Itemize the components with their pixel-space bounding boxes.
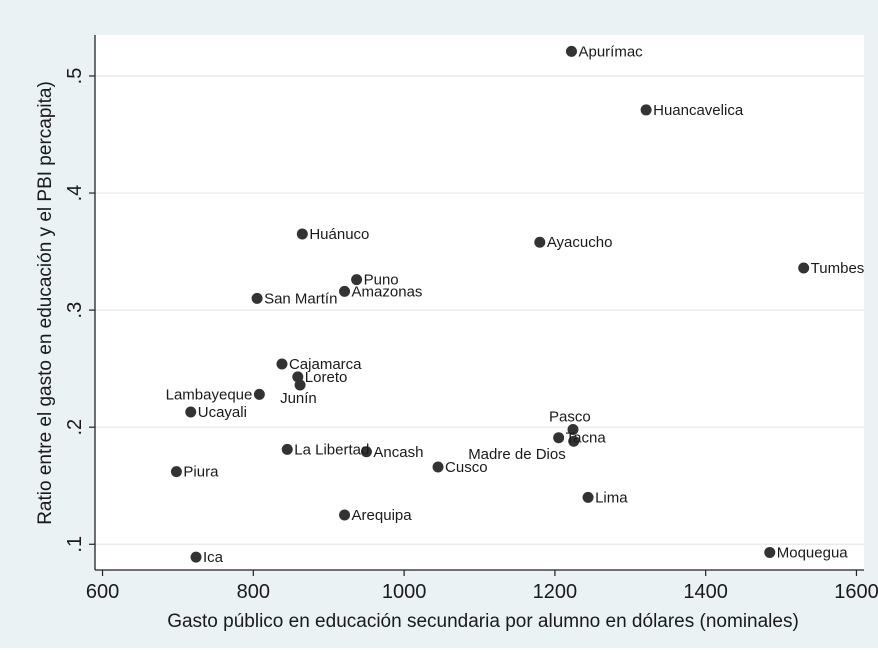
y-tick-label: .3 — [64, 302, 86, 319]
point-label: Ucayali — [198, 404, 247, 421]
point-label: Amazonas — [352, 283, 423, 300]
y-tick-label: .1 — [64, 536, 86, 553]
point-label: Tacna — [566, 430, 607, 447]
point-label: Ancash — [373, 444, 423, 461]
data-point — [351, 274, 363, 286]
point-label: Arequipa — [352, 507, 413, 524]
data-point — [190, 551, 202, 563]
data-point — [296, 228, 308, 240]
data-point — [764, 546, 776, 558]
x-tick-label: 1200 — [533, 581, 578, 603]
data-point — [339, 285, 351, 297]
data-points — [170, 45, 810, 563]
data-point — [798, 262, 810, 274]
x-tick-label: 1000 — [382, 581, 427, 603]
point-label: Tumbes — [811, 260, 865, 277]
data-point — [432, 461, 444, 473]
data-point — [339, 509, 351, 521]
point-label: San Martín — [264, 290, 337, 307]
point-label: Piura — [183, 464, 219, 481]
x-tick-label: 1400 — [683, 581, 728, 603]
x-axis-title: Gasto público en educación secundaria po… — [167, 611, 799, 632]
point-labels: Apurímac Huancavelica Huánuco Ayacucho Tumbe… — [166, 43, 865, 566]
point-label: Huánuco — [309, 226, 369, 243]
x-tick-label: 800 — [237, 581, 270, 603]
data-point — [360, 446, 372, 458]
point-label: Apurímac — [578, 43, 643, 60]
point-label: Loreto — [305, 369, 348, 386]
x-tick-label: 600 — [86, 581, 119, 603]
data-point — [253, 388, 265, 400]
data-point — [276, 358, 288, 370]
point-label: Moquegua — [777, 544, 849, 561]
point-label: Madre de Dios — [468, 446, 566, 463]
point-label: Puno — [364, 272, 399, 289]
gridlines — [95, 75, 864, 545]
data-point — [251, 292, 263, 304]
point-label: Pasco — [549, 409, 591, 426]
point-label: La Libertad — [294, 441, 369, 458]
data-point — [281, 443, 293, 455]
y-tick-label: .5 — [64, 68, 86, 85]
y-tick-label: .4 — [64, 185, 86, 202]
point-label: Ica — [203, 549, 224, 566]
data-point — [582, 491, 594, 503]
point-label: Cajamarca — [289, 356, 362, 373]
point-label: Huancavelica — [653, 102, 744, 119]
point-label: Cusco — [445, 459, 488, 476]
y-axis-title: Ratio entre el gasto en educación y el P… — [35, 81, 56, 525]
data-point — [534, 236, 546, 248]
point-label: Lima — [595, 489, 628, 506]
data-point — [640, 104, 652, 116]
data-point — [170, 466, 182, 478]
axes: .1 .2 .3 .4 .5 600 800 1000 1200 1400 1600 — [64, 35, 878, 603]
data-point — [294, 379, 306, 391]
point-label: Lambayeque — [166, 386, 253, 403]
y-tick-label: .2 — [64, 419, 86, 436]
data-point — [567, 424, 579, 436]
data-point — [568, 435, 580, 447]
point-label: Junín — [280, 390, 317, 407]
x-tick-label: 1600 — [834, 581, 878, 603]
point-label: Ayacucho — [547, 234, 613, 251]
data-point — [185, 406, 197, 418]
plot-area — [95, 35, 864, 570]
data-point — [565, 45, 577, 57]
data-point — [553, 432, 565, 444]
